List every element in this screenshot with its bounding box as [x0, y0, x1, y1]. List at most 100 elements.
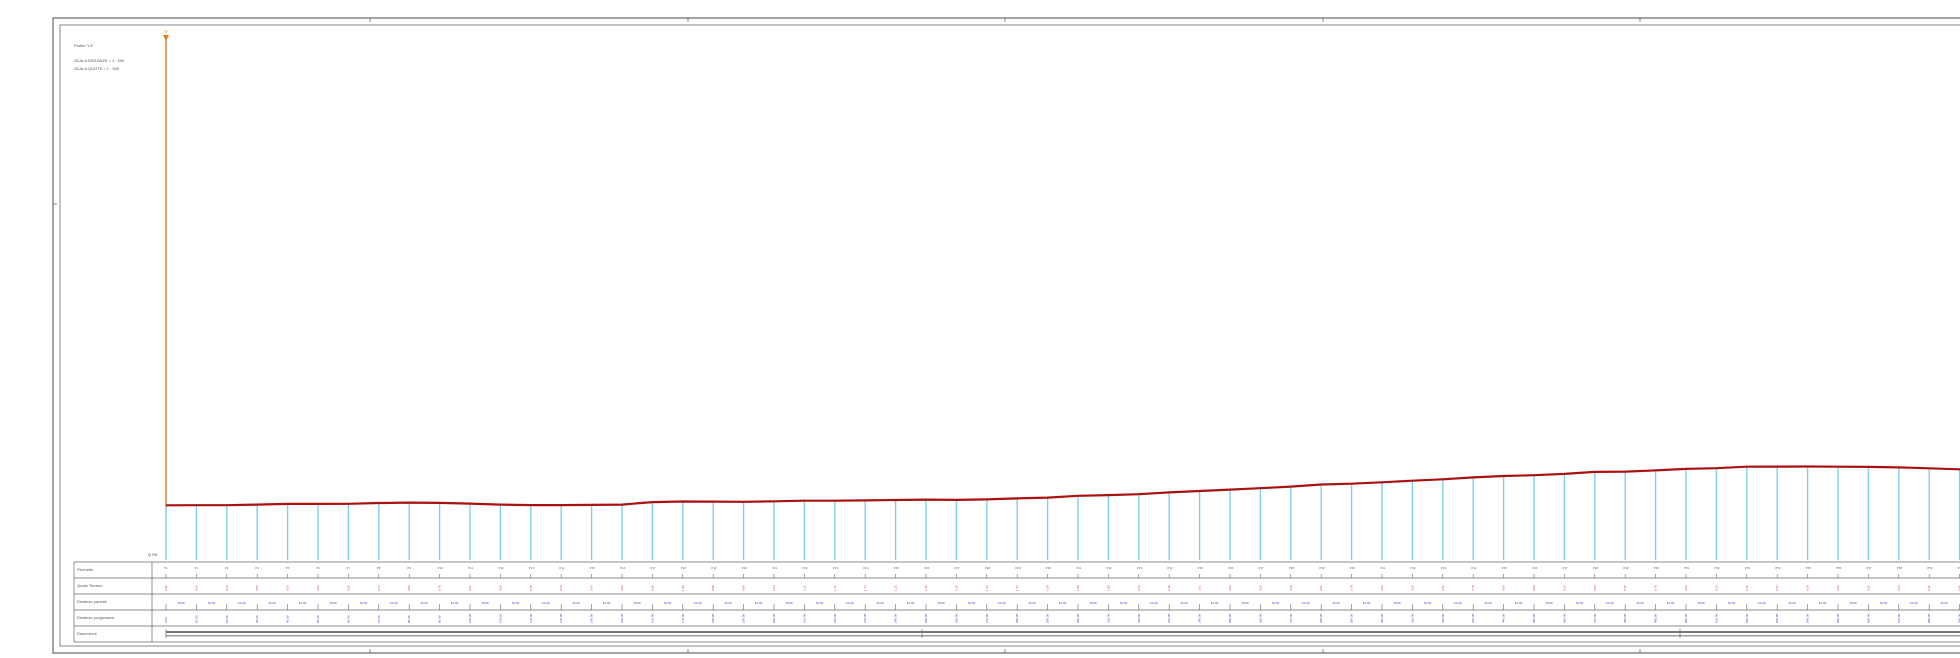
partial-distance: 10.00: [512, 601, 520, 605]
elevation-value: 0.44: [559, 585, 563, 591]
elevation-value: 6.32: [1866, 585, 1870, 591]
elevation-value: 1.88: [1076, 585, 1080, 591]
elevation-value: 1.00: [681, 585, 685, 591]
progressive-distance: 510.00: [1714, 613, 1718, 623]
elevation-value: 0.53: [498, 585, 502, 591]
progressive-distance: 100.00: [468, 613, 472, 623]
stake-label: P7: [346, 566, 350, 570]
partial-distance: 10.00: [724, 601, 732, 605]
partial-distance: 10.00: [1332, 601, 1340, 605]
progressive-distance: 190.00: [742, 613, 746, 623]
stake-label: P24: [863, 566, 869, 570]
elevation-value: 5.95: [1958, 585, 1960, 591]
progressive-distance: 260.00: [954, 613, 958, 623]
partial-distance: 10.00: [1424, 601, 1432, 605]
elevation-value: 1.17: [863, 585, 867, 591]
partial-distance: 10.00: [451, 601, 459, 605]
progressive-distance: 40.00: [286, 615, 290, 623]
progressive-distance: 130.00: [559, 613, 563, 623]
progressive-distance: 110.00: [498, 614, 502, 623]
frame-ticks: [53, 18, 1641, 653]
partial-distance: 10.00: [785, 601, 793, 605]
stake-label: P60: [1958, 566, 1960, 570]
partial-distance: 10.00: [1241, 601, 1249, 605]
stake-label: P34: [1167, 566, 1173, 570]
progressive-distance: 240.00: [894, 613, 898, 623]
progressive-distance: 50.00: [316, 615, 320, 623]
elevation-value: 5.05: [1532, 585, 1536, 591]
table-cells: P1 0.42 0.00 P2 0.43 10.00 10.00 P3 0.43 10.00 20.…: [164, 566, 1960, 638]
progressive-distance: 320.00: [1137, 613, 1141, 623]
stake-label: P32: [1106, 566, 1112, 570]
partial-distance: 10.00: [208, 601, 216, 605]
partial-distance: 10.00: [1089, 601, 1097, 605]
stake-label: P26: [924, 566, 930, 570]
ordinate-lines: [165, 466, 1960, 560]
elevation-value: 6.36: [1836, 585, 1840, 591]
partial-distance: 10.00: [1028, 601, 1036, 605]
elevation-value: 6.24: [1897, 585, 1901, 591]
progressive-distance: 150.00: [620, 613, 624, 623]
stake-label: P52: [1714, 566, 1720, 570]
progressive-distance: 480.00: [1623, 613, 1627, 623]
elevation-value: 0.45: [529, 585, 533, 591]
elevation-value: 2.13: [1137, 585, 1141, 591]
elevation-value: 3.96: [1380, 585, 1384, 591]
progressive-distance: 450.00: [1532, 613, 1536, 623]
partial-distance: 10.00: [1788, 601, 1796, 605]
progressive-distance: 460.00: [1562, 613, 1566, 623]
elevation-value: 0.65: [346, 585, 350, 591]
partial-distance: 10.00: [1302, 601, 1310, 605]
elevation-value: 6.11: [1927, 585, 1931, 591]
progressive-distance: 30.00: [255, 615, 259, 623]
table-row-labels: Picchetto Quote Terreno Distanze parziali D…: [77, 567, 115, 636]
elevation-value: 1.12: [833, 585, 837, 591]
stake-label: P4: [255, 566, 259, 570]
partial-distance: 10.00: [177, 601, 185, 605]
progressive-distance: 340.00: [1198, 613, 1202, 623]
progressive-distance: 310.00: [1106, 613, 1110, 623]
stake-label: P58: [1897, 566, 1903, 570]
stake-label: P5: [286, 566, 290, 570]
elevation-value: 0.95: [742, 585, 746, 591]
partial-distance: 10.00: [1484, 601, 1492, 605]
partial-distance: 10.00: [1120, 601, 1128, 605]
progressive-distance: 230.00: [863, 613, 867, 623]
elevation-value: 0.63: [286, 585, 290, 591]
progressive-distance: 170.00: [681, 613, 685, 623]
stake-label: P57: [1866, 566, 1872, 570]
stake-label: P3: [225, 566, 229, 570]
stake-label: P12: [498, 566, 504, 570]
elevation-value: 0.90: [650, 585, 654, 591]
stake-label: P21: [772, 566, 778, 570]
elevation-value: 2.61: [1198, 585, 1202, 591]
elevation-value: 0.42: [164, 585, 168, 591]
profile-title: Profilo "L3": [74, 43, 94, 48]
elevation-value: 4.20: [1410, 585, 1414, 591]
stake-label: P10: [438, 566, 444, 570]
stake-label: P2: [194, 566, 198, 570]
progressive-distance: 60.00: [346, 615, 350, 623]
elevation-value: 0.98: [711, 585, 715, 591]
progressive-distance: 10.00: [194, 615, 198, 623]
elevation-value: 4.70: [1471, 585, 1475, 591]
stake-label: P37: [1258, 566, 1264, 570]
progressive-distance: 430.00: [1471, 613, 1475, 623]
elevation-value: 3.61: [1319, 585, 1323, 591]
progressive-distance: 370.00: [1289, 613, 1293, 623]
stake-label: P13: [529, 566, 535, 570]
stake-label: P18: [681, 566, 687, 570]
partial-distance: 10.00: [329, 601, 337, 605]
progressive-distance: 290.00: [1046, 613, 1050, 623]
partial-distance: 10.00: [572, 601, 580, 605]
elevation-value: 2.40: [1167, 585, 1171, 591]
elevation-value: 0.63: [316, 585, 320, 591]
partial-distance: 10.00: [238, 601, 246, 605]
partial-distance: 10.00: [968, 601, 976, 605]
progressive-distance: 380.00: [1319, 613, 1323, 623]
stake-label: P53: [1745, 566, 1751, 570]
progressive-distance: 250.00: [924, 613, 928, 623]
profile-data-table: Picchetto Quote Terreno Distanze parziali D…: [73, 561, 1960, 643]
progressive-distance: 280.00: [1015, 613, 1019, 623]
